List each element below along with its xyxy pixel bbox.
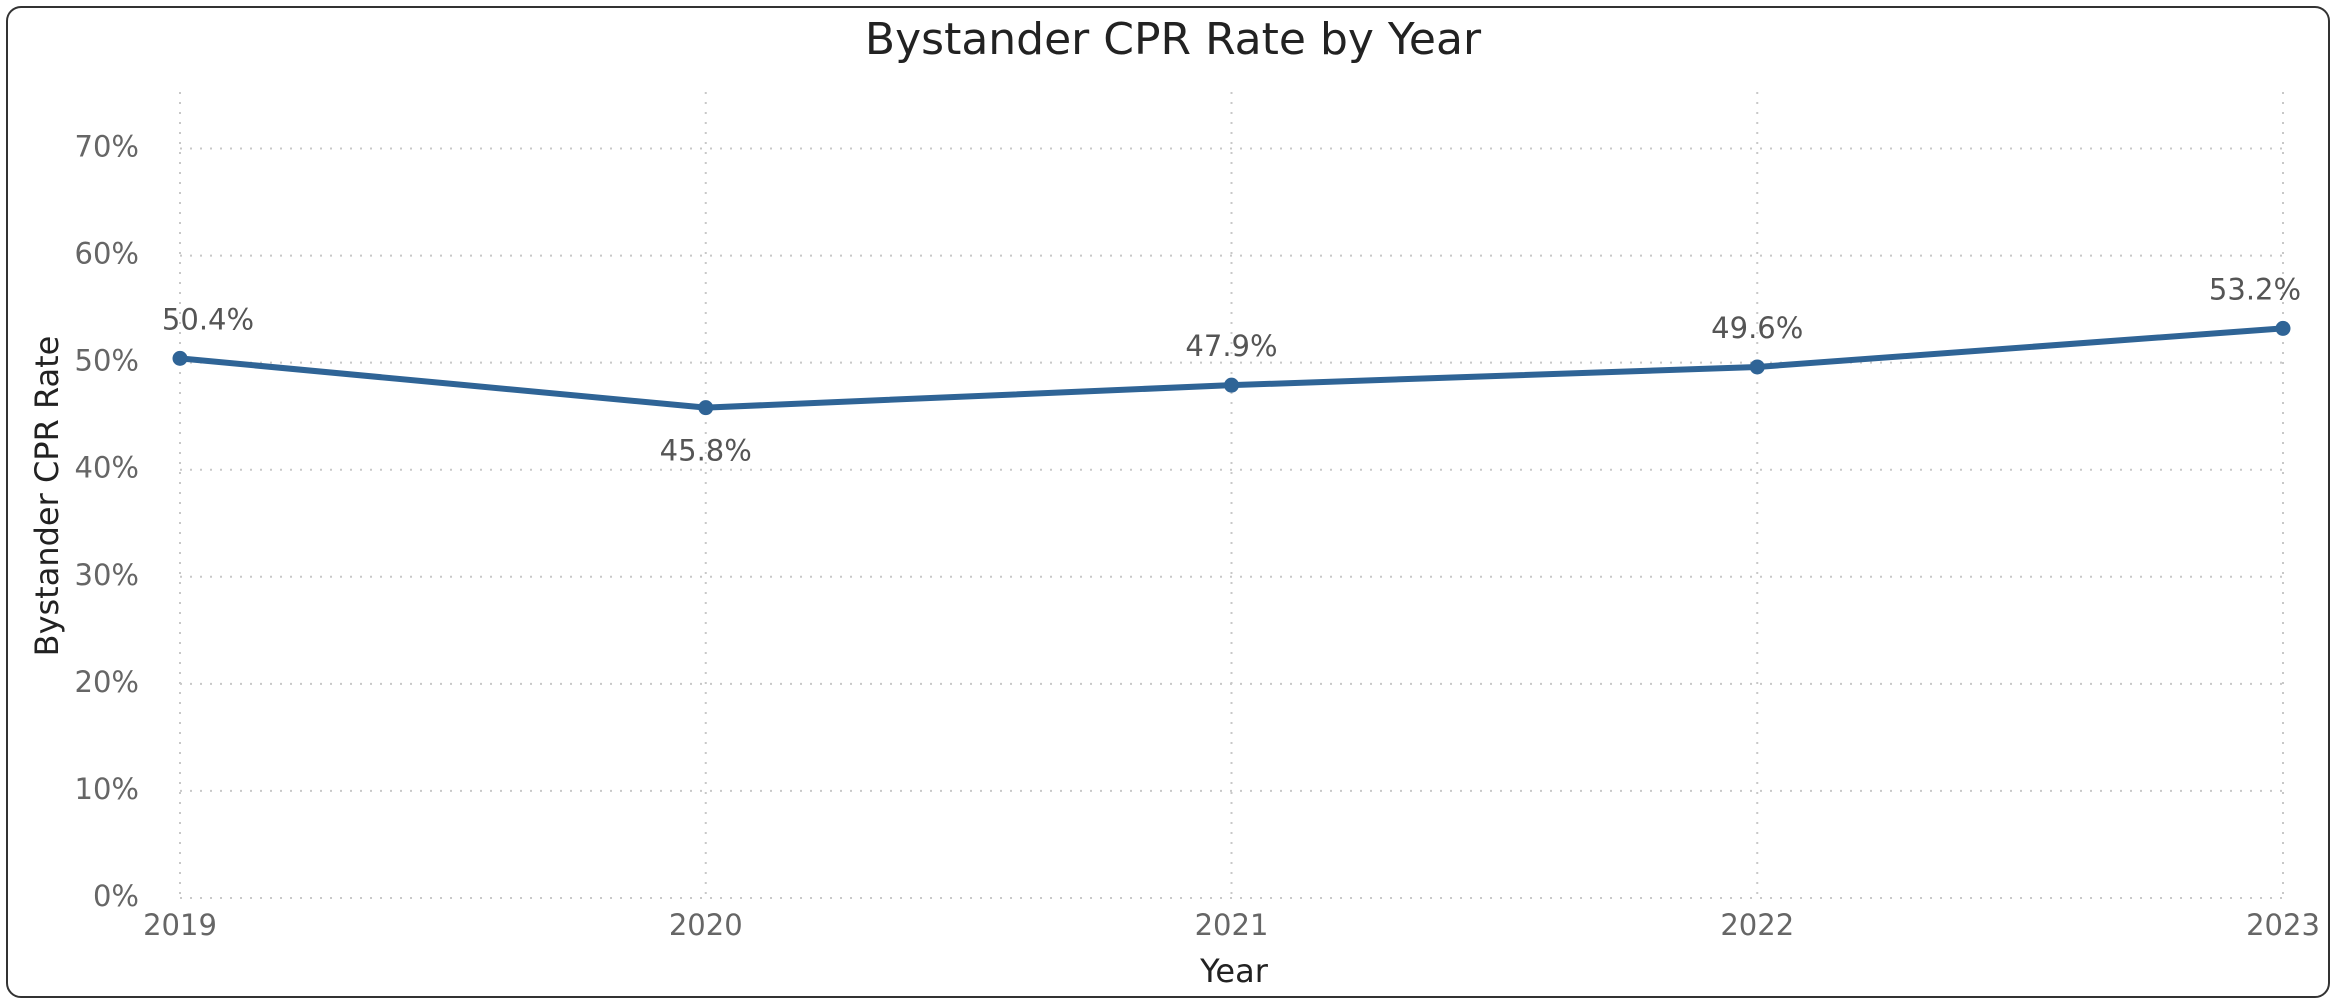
data-label: 45.8% — [660, 434, 752, 468]
data-label: 53.2% — [2209, 272, 2301, 306]
y-tick-label: 30% — [75, 558, 139, 592]
y-tick-label: 40% — [75, 451, 139, 485]
marker — [2275, 320, 2291, 336]
x-tick-label: 2023 — [2246, 908, 2320, 942]
data-label: 50.4% — [162, 302, 254, 336]
y-tick-label: 20% — [75, 665, 139, 699]
y-tick-label: 0% — [93, 879, 139, 913]
marker — [172, 350, 188, 366]
y-axis-title: Bystander CPR Rate — [28, 336, 66, 657]
marker — [1224, 377, 1239, 393]
frame — [6, 6, 2330, 998]
x-tick-label: 2020 — [669, 908, 743, 942]
data-label: 49.6% — [1711, 311, 1803, 345]
y-tick-label: 70% — [75, 130, 139, 164]
data-label: 47.9% — [1185, 329, 1277, 363]
x-axis-title: Year — [1199, 952, 1269, 990]
x-tick-label: 2021 — [1195, 908, 1269, 942]
chart-title: Bystander CPR Rate by Year — [865, 14, 1482, 65]
marker — [1749, 359, 1765, 375]
y-tick-label: 50% — [75, 344, 139, 378]
y-tick-label: 10% — [75, 772, 139, 806]
y-tick-label: 60% — [75, 237, 139, 271]
marker — [698, 400, 714, 416]
x-tick-label: 2019 — [143, 908, 217, 942]
x-tick-label: 2022 — [1720, 908, 1794, 942]
